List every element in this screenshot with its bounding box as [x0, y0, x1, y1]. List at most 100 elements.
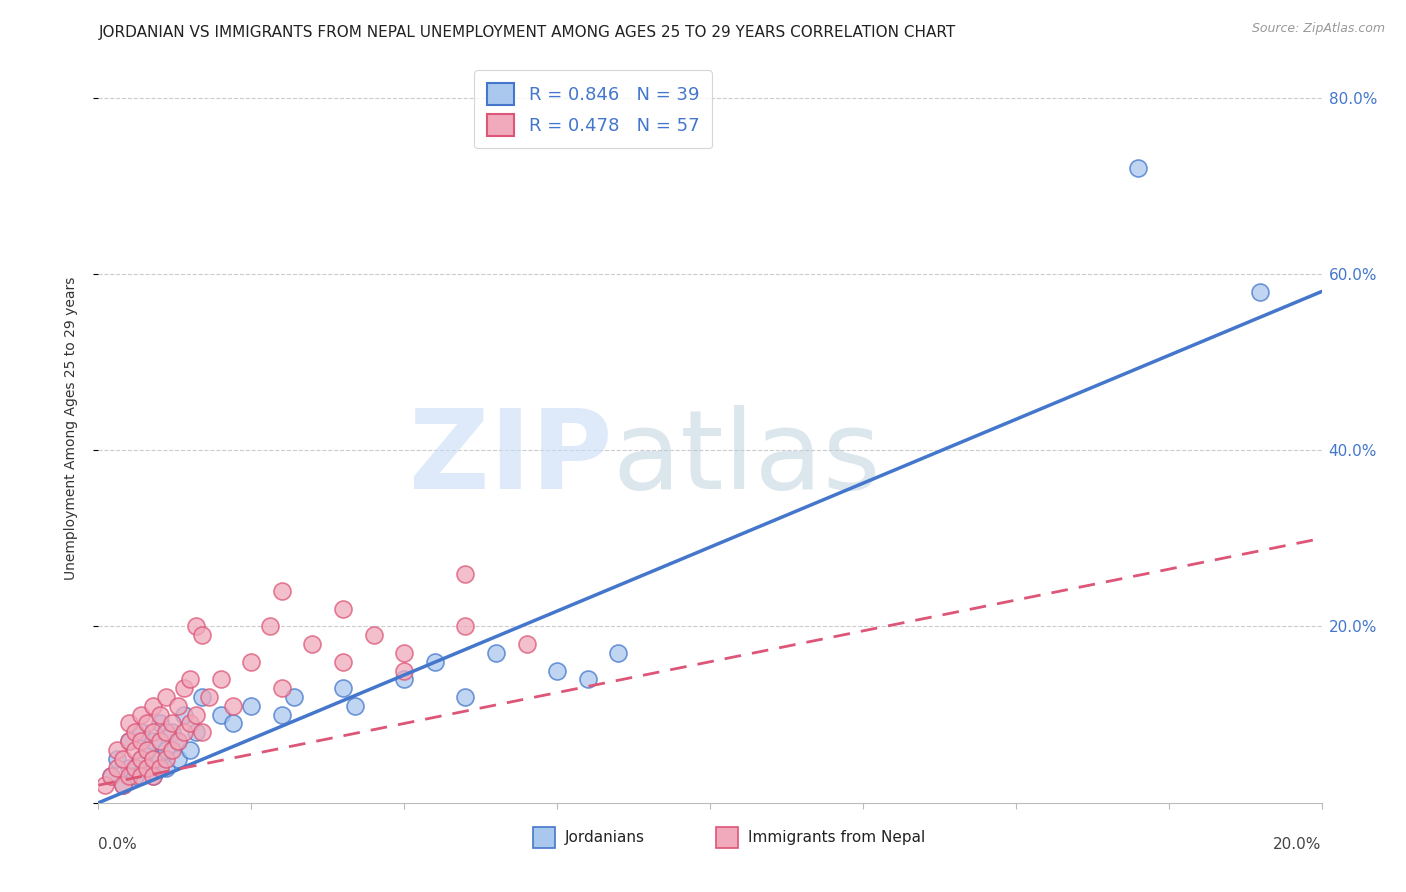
Point [270, 707, 292, 722]
Text: 0.0%: 0.0% [98, 837, 138, 852]
Point [105, 760, 128, 774]
Point [186, 619, 208, 633]
Point [118, 734, 141, 748]
Text: atlas: atlas [612, 405, 880, 512]
Point [173, 725, 195, 739]
Point [173, 681, 195, 696]
Point [124, 743, 146, 757]
Point [105, 743, 128, 757]
Point [129, 707, 152, 722]
Point [105, 752, 128, 766]
Point [149, 752, 172, 766]
Point [136, 760, 159, 774]
Point [546, 664, 568, 678]
Point [142, 698, 165, 713]
Point [607, 646, 630, 660]
Point [197, 690, 219, 704]
Point [136, 743, 159, 757]
Point [142, 725, 165, 739]
Point [142, 769, 165, 783]
Point [454, 566, 477, 581]
Point [222, 698, 245, 713]
Point [209, 707, 232, 722]
Point [240, 698, 263, 713]
Point [129, 725, 152, 739]
Point [136, 743, 159, 757]
Text: 20.0%: 20.0% [1274, 837, 1322, 852]
Point [179, 673, 201, 687]
Point [149, 707, 172, 722]
Point [118, 716, 141, 731]
Y-axis label: Unemployment Among Ages 25 to 29 years: Unemployment Among Ages 25 to 29 years [63, 277, 77, 580]
Point [160, 743, 183, 757]
Point [173, 707, 195, 722]
Point [100, 769, 122, 783]
Point [270, 681, 292, 696]
Point [392, 664, 416, 678]
Point [129, 752, 152, 766]
Point [240, 655, 263, 669]
Point [167, 734, 190, 748]
Point [149, 760, 172, 774]
Point [1128, 161, 1150, 175]
Legend: R = 0.846   N = 39, R = 0.478   N = 57: R = 0.846 N = 39, R = 0.478 N = 57 [474, 70, 711, 148]
Text: Source: ZipAtlas.com: Source: ZipAtlas.com [1251, 22, 1385, 36]
Point [155, 690, 177, 704]
Text: ZIP: ZIP [409, 405, 612, 512]
Bar [533, 827, 555, 847]
Point [301, 637, 323, 651]
Point [332, 602, 354, 616]
Point [392, 673, 416, 687]
Point [124, 725, 146, 739]
Point [155, 725, 177, 739]
Point [485, 646, 508, 660]
Point [186, 707, 208, 722]
Point [270, 584, 292, 599]
Point [100, 769, 122, 783]
Point [191, 628, 214, 642]
Point [363, 628, 385, 642]
Bar [716, 827, 738, 847]
Point [111, 778, 134, 792]
Point [423, 655, 446, 669]
Point [259, 619, 281, 633]
Point [155, 743, 177, 757]
Text: Jordanians: Jordanians [564, 830, 644, 845]
Point [124, 760, 146, 774]
Point [149, 716, 172, 731]
Point [149, 734, 172, 748]
Point [111, 778, 134, 792]
Point [332, 655, 354, 669]
Point [124, 769, 146, 783]
Point [167, 734, 190, 748]
Point [142, 769, 165, 783]
Point [129, 769, 152, 783]
Point [118, 769, 141, 783]
Point [129, 752, 152, 766]
Point [1249, 285, 1271, 299]
Point [576, 673, 599, 687]
Point [155, 752, 177, 766]
Point [344, 698, 367, 713]
Point [167, 752, 190, 766]
Point [118, 760, 141, 774]
Point [160, 725, 183, 739]
Point [160, 716, 183, 731]
Text: JORDANIAN VS IMMIGRANTS FROM NEPAL UNEMPLOYMENT AMONG AGES 25 TO 29 YEARS CORREL: JORDANIAN VS IMMIGRANTS FROM NEPAL UNEMP… [98, 25, 956, 40]
Point [516, 637, 538, 651]
Point [142, 734, 165, 748]
Point [118, 734, 141, 748]
Point [129, 734, 152, 748]
Point [222, 716, 245, 731]
Point [454, 619, 477, 633]
Point [454, 690, 477, 704]
Point [209, 673, 232, 687]
Point [186, 725, 208, 739]
Point [332, 681, 354, 696]
Point [136, 760, 159, 774]
Point [191, 690, 214, 704]
Point [142, 752, 165, 766]
Text: Immigrants from Nepal: Immigrants from Nepal [748, 830, 925, 845]
Point [167, 698, 190, 713]
Point [93, 778, 115, 792]
